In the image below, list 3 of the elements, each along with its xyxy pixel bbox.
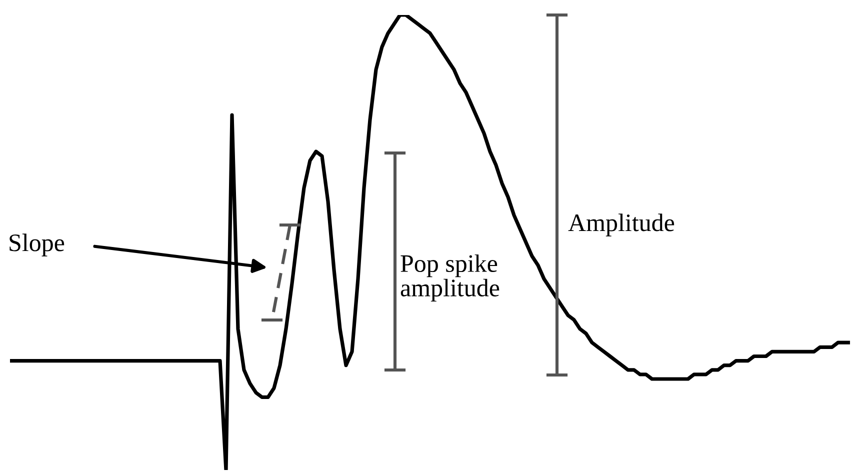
annotation: Pop spike amplitude — [400, 254, 500, 302]
annotation: Amplitude — [568, 214, 674, 236]
annotation: Slope — [10, 234, 64, 256]
